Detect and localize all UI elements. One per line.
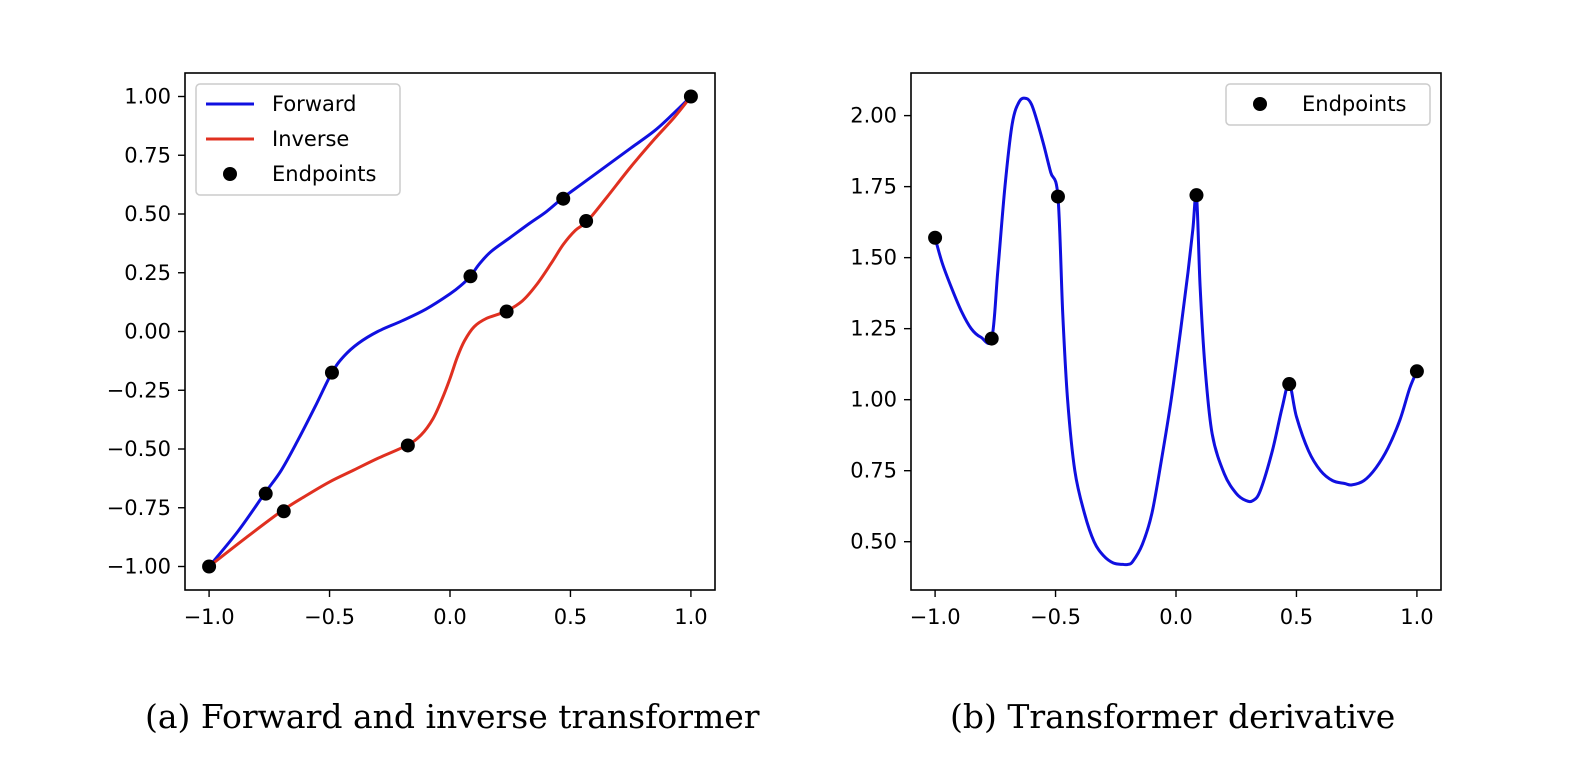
- endpoint-marker: [324, 365, 339, 380]
- endpoint-marker: [1189, 188, 1204, 203]
- endpoint-marker: [683, 89, 698, 104]
- plot-area: [928, 96, 1424, 567]
- axes-frame: [910, 72, 1442, 591]
- endpoint-marker: [928, 230, 943, 245]
- legend-box: [1225, 83, 1431, 126]
- x-tick-label: −1.0: [184, 605, 235, 629]
- legend-box: [195, 83, 401, 196]
- legend-label-endpoints: Endpoints: [1302, 92, 1406, 116]
- y-tick-label: 0.50: [124, 202, 171, 226]
- y-tick-label: −1.00: [107, 555, 171, 579]
- caption-a: (a) Forward and inverse transformer: [145, 697, 760, 736]
- panel-b-derivative: −1.0 −0.5 0.0 0.5 1.0 2.00 1.75 1.50 1.25 1.00 0.7…: [850, 72, 1442, 629]
- endpoint-marker: [276, 504, 291, 519]
- legend-label-forward: Forward: [272, 92, 356, 116]
- y-tick-label: −0.25: [107, 378, 171, 402]
- series-line-derivative: [933, 96, 1419, 567]
- y-tick-label: 1.00: [850, 388, 897, 412]
- endpoint-marker: [984, 331, 999, 346]
- endpoint-marker: [1282, 377, 1297, 392]
- plot-area: [202, 89, 698, 574]
- legend: Forward Inverse Endpoints: [195, 83, 401, 196]
- x-tick-label: −1.0: [910, 605, 961, 629]
- x-tick-label: 1.0: [674, 605, 707, 629]
- endpoint-marker: [1050, 189, 1065, 204]
- series-line-inverse: [207, 95, 693, 568]
- y-tick-label: 0.75: [124, 143, 171, 167]
- x-tick-label: −0.5: [304, 605, 355, 629]
- endpoint-marker: [400, 438, 415, 453]
- endpoint-marker: [499, 304, 514, 319]
- y-tick-label: 2.00: [850, 104, 897, 128]
- x-tick-label: 0.0: [433, 605, 466, 629]
- y-tick-label: 0.50: [850, 530, 897, 554]
- legend-swatch-endpoints: [223, 167, 237, 181]
- caption-b: (b) Transformer derivative: [950, 697, 1396, 736]
- y-tick-label: −0.50: [107, 437, 171, 461]
- y-tick-label: 1.25: [850, 317, 897, 341]
- endpoint-marker: [556, 191, 571, 206]
- legend-label-endpoints: Endpoints: [272, 162, 376, 186]
- x-tick-label: 1.0: [1400, 605, 1433, 629]
- endpoint-marker: [202, 559, 217, 574]
- x-tick-label: 0.0: [1159, 605, 1192, 629]
- endpoint-marker: [463, 269, 478, 284]
- panel-a-forward-inverse: −1.0 −0.5 0.0 0.5 1.0 1.00 0.75 0.50 0.25 0.00 −0.…: [107, 72, 716, 629]
- legend-swatch-endpoints: [1253, 97, 1267, 111]
- y-tick-label: 1.50: [850, 246, 897, 270]
- y-tick-label: 1.00: [124, 85, 171, 109]
- endpoint-marker: [258, 486, 273, 501]
- x-tick-label: 0.5: [1280, 605, 1313, 629]
- y-tick-label: 0.25: [124, 261, 171, 285]
- y-tick-label: 1.75: [850, 175, 897, 199]
- endpoint-marker: [1409, 364, 1424, 379]
- y-tick-label: 0.00: [124, 320, 171, 344]
- y-tick-label: 0.75: [850, 459, 897, 483]
- x-tick-label: −0.5: [1030, 605, 1081, 629]
- legend-label-inverse: Inverse: [272, 127, 349, 151]
- legend: Endpoints: [1225, 83, 1431, 126]
- x-tick-label: 0.5: [554, 605, 587, 629]
- endpoint-marker: [579, 214, 594, 229]
- series-line-forward: [207, 95, 693, 568]
- y-tick-label: −0.75: [107, 496, 171, 520]
